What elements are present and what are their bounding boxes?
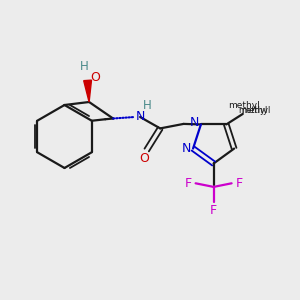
- Text: O: O: [90, 71, 100, 84]
- Text: F: F: [236, 177, 243, 190]
- Polygon shape: [84, 80, 92, 102]
- Text: N: N: [136, 110, 146, 123]
- Text: H: H: [80, 59, 88, 73]
- Text: methyl: methyl: [228, 101, 260, 110]
- Text: N: N: [190, 116, 199, 128]
- Text: methyl: methyl: [241, 106, 271, 115]
- Text: H: H: [143, 99, 152, 112]
- Text: N: N: [182, 142, 191, 155]
- Text: O: O: [140, 152, 149, 165]
- Text: methyl: methyl: [238, 106, 268, 116]
- Text: F: F: [210, 204, 217, 217]
- Text: F: F: [184, 177, 192, 190]
